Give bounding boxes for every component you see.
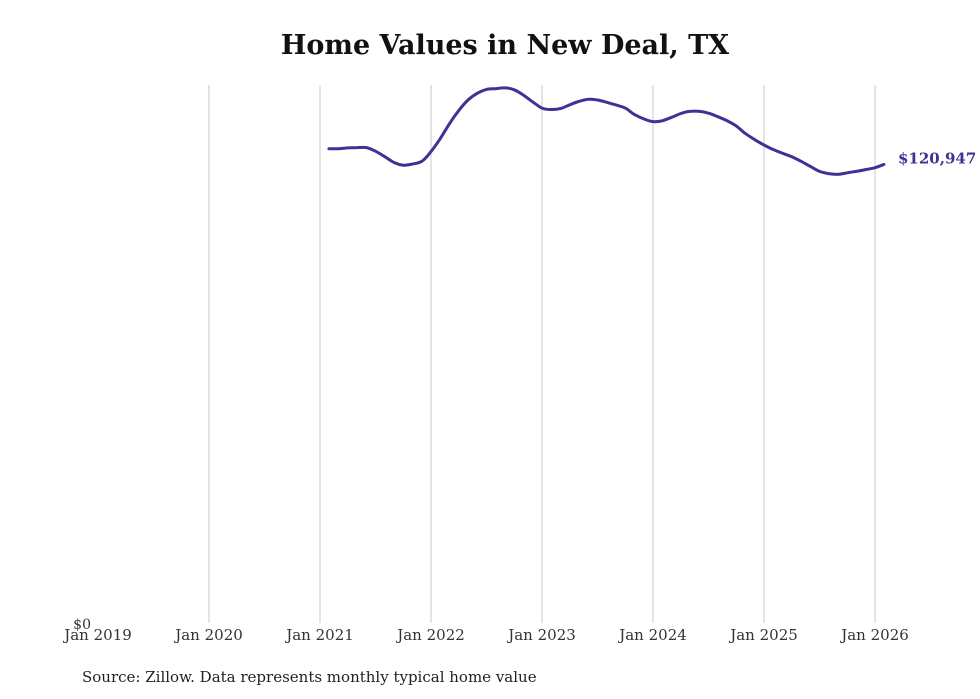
chart-title: Home Values in New Deal, TX bbox=[280, 30, 730, 61]
x-tick-label: Jan 2021 bbox=[284, 626, 354, 644]
x-tick-label: Jan 2024 bbox=[617, 626, 687, 644]
source-note: Source: Zillow. Data represents monthly … bbox=[82, 668, 537, 686]
x-tick-label: Jan 2022 bbox=[395, 626, 465, 644]
series-end-label: $120,947 bbox=[898, 149, 976, 167]
x-tick-label: Jan 2019 bbox=[62, 626, 132, 644]
gridlines bbox=[208, 85, 876, 623]
x-tick-label: Jan 2026 bbox=[839, 626, 909, 644]
x-axis-ticks: Jan 2019 Jan 2020 Jan 2021 Jan 2022 Jan 2023… bbox=[62, 626, 909, 644]
x-tick-label: Jan 2020 bbox=[173, 626, 243, 644]
y-axis-tick-label-zero: $0 bbox=[73, 617, 91, 633]
series-line-home-value bbox=[327, 86, 886, 176]
x-tick-label: Jan 2025 bbox=[728, 626, 798, 644]
x-tick-label: Jan 2023 bbox=[506, 626, 576, 644]
